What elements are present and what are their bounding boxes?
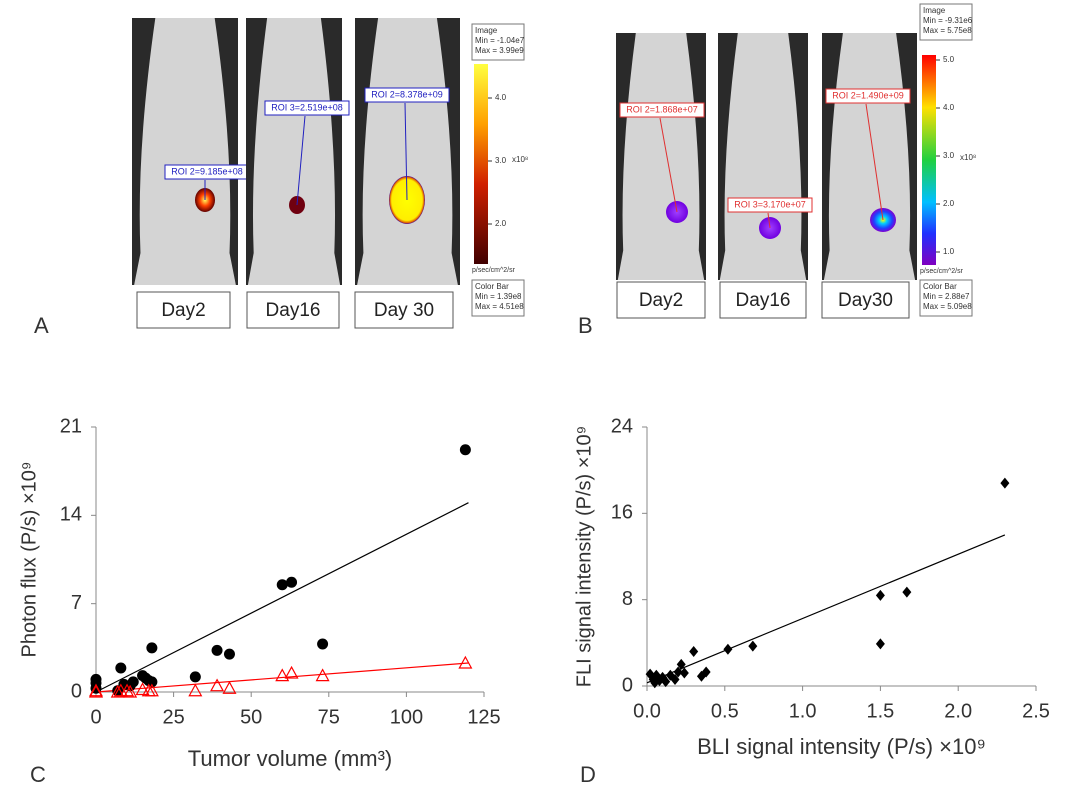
point <box>286 577 297 588</box>
x-tick-label: 0.5 <box>711 700 739 722</box>
info-text: Max = 5.75e8 <box>923 26 972 35</box>
info-text: Max = 4.51e8 <box>475 302 524 311</box>
colorbar-tick-label: 2.0 <box>943 199 955 208</box>
point <box>1000 478 1009 489</box>
point <box>146 642 157 653</box>
colorbar-tick-label: 2.0 <box>495 219 507 228</box>
point <box>224 649 235 660</box>
y-tick-label: 24 <box>611 415 633 437</box>
info-text: Image <box>923 6 946 15</box>
point <box>128 676 139 687</box>
point <box>876 638 885 649</box>
point <box>723 644 732 655</box>
x-axis-label: Tumor volume (mm³) <box>188 746 393 771</box>
info-text: Min = -1.04e7 <box>475 36 525 45</box>
point <box>212 645 223 656</box>
fit-line <box>647 535 1005 683</box>
panel-letter: D <box>580 762 596 787</box>
roi-label: ROI 2=9.185e+08 <box>171 166 243 176</box>
colorbar-exponent: x10⁸ <box>960 153 976 162</box>
day-label: Day16 <box>266 300 321 321</box>
info-text: Color Bar <box>923 282 957 291</box>
colorbar-tick-label: 5.0 <box>943 55 955 64</box>
panel-letter: B <box>578 313 593 338</box>
point <box>276 670 288 681</box>
roi-label: ROI 2=1.868e+07 <box>626 104 698 114</box>
x-tick-label: 1.0 <box>789 700 817 722</box>
y-tick-label: 0 <box>622 674 633 696</box>
x-tick-label: 0.0 <box>633 700 661 722</box>
info-text: Max = 5.09e8 <box>923 302 972 311</box>
x-tick-label: 125 <box>467 706 500 728</box>
roi-label: ROI 3=2.519e+08 <box>271 102 343 112</box>
colorbar-tick-label: 4.0 <box>495 93 507 102</box>
info-text: Min = 1.39e8 <box>475 292 522 301</box>
x-axis-label: BLI signal intensity (P/s) ×10⁹ <box>697 734 986 759</box>
y-tick-label: 0 <box>71 680 82 702</box>
point <box>689 646 698 657</box>
colorbar-tick-label: 3.0 <box>943 151 955 160</box>
point <box>902 587 911 598</box>
point <box>748 641 757 652</box>
y-tick-label: 8 <box>622 588 633 610</box>
colorbar-tick-label: 1.0 <box>943 247 955 256</box>
day-label: Day2 <box>161 300 205 321</box>
roi-label: ROI 2=1.490e+09 <box>832 90 904 100</box>
x-tick-label: 0 <box>90 706 101 728</box>
point <box>876 590 885 601</box>
colorbar-tick-label: 3.0 <box>495 156 507 165</box>
info-text: Max = 3.99e9 <box>475 46 524 55</box>
roi-label: ROI 2=8.378e+09 <box>371 89 443 99</box>
y-axis-label: Photon flux (P/s) ×10⁹ <box>18 462 40 658</box>
y-axis-label: FLI signal intensity (P/s) ×10⁹ <box>573 426 595 687</box>
point <box>460 444 471 455</box>
fit-line <box>96 503 468 692</box>
day-label: Day 30 <box>374 300 434 321</box>
x-tick-label: 2.5 <box>1022 700 1050 722</box>
y-tick-label: 14 <box>60 504 82 526</box>
colorbar-tick-label: 4.0 <box>943 103 955 112</box>
point <box>190 671 201 682</box>
day-label: Day30 <box>838 290 893 311</box>
x-tick-label: 2.0 <box>944 700 972 722</box>
colorbar <box>922 55 936 265</box>
roi-label: ROI 3=3.170e+07 <box>734 199 806 209</box>
colorbar <box>474 64 488 264</box>
y-tick-label: 16 <box>611 502 633 524</box>
point <box>91 674 102 685</box>
point <box>189 685 201 696</box>
y-tick-label: 21 <box>60 415 82 437</box>
day-label: Day2 <box>639 290 683 311</box>
panel-letter: C <box>30 762 46 787</box>
colorbar-exponent: x10⁸ <box>512 155 528 164</box>
x-tick-label: 25 <box>162 706 184 728</box>
y-tick-label: 7 <box>71 592 82 614</box>
info-text: Color Bar <box>475 282 509 291</box>
point <box>115 663 126 674</box>
colorbar-unit: p/sec/cm^2/sr <box>920 268 964 275</box>
x-tick-label: 75 <box>318 706 340 728</box>
day-label: Day16 <box>736 290 791 311</box>
point <box>211 680 223 691</box>
x-tick-label: 1.5 <box>866 700 894 722</box>
info-text: Min = 2.88e7 <box>923 292 970 301</box>
x-tick-label: 100 <box>390 706 423 728</box>
point <box>277 579 288 590</box>
panel-letter: A <box>34 313 49 338</box>
point <box>317 639 328 650</box>
info-text: Image <box>475 26 498 35</box>
info-text: Min = -9.31e6 <box>923 16 973 25</box>
colorbar-unit: p/sec/cm^2/sr <box>472 267 516 274</box>
point <box>459 657 471 668</box>
figure: ROI 2=9.185e+08 Day2 ROI 3=2.519e+08 Day16 R… <box>0 0 1079 792</box>
x-tick-label: 50 <box>240 706 262 728</box>
